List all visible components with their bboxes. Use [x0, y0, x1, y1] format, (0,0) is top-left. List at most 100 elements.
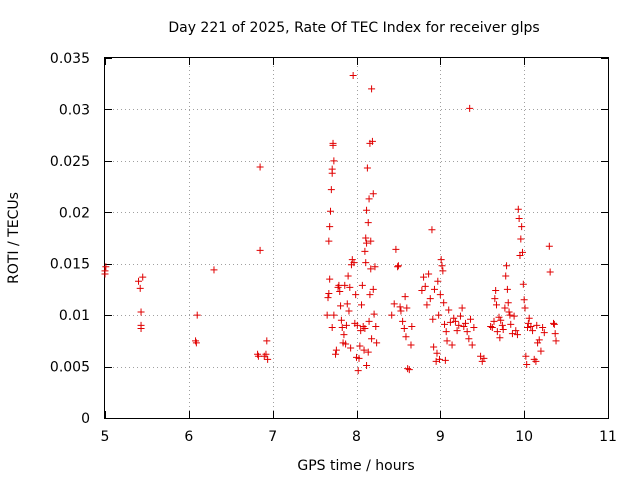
y-tick-label: 0.015 [50, 257, 90, 273]
data-point [532, 357, 540, 365]
data-point [524, 323, 532, 331]
data-point [539, 323, 547, 331]
data-point [455, 321, 463, 329]
data-point [262, 350, 270, 358]
data-point [349, 71, 357, 79]
data-point [137, 308, 145, 316]
data-point [465, 335, 473, 343]
data-point [342, 321, 350, 329]
data-point [263, 337, 271, 345]
data-point [327, 186, 335, 194]
data-point [353, 321, 361, 329]
data-point [463, 328, 471, 336]
data-point [503, 262, 511, 270]
data-point [519, 280, 527, 288]
data-point [369, 190, 377, 198]
data-point [434, 277, 442, 285]
y-tick-label: 0.03 [59, 102, 90, 118]
data-point [326, 223, 334, 231]
data-point [401, 293, 409, 301]
data-point [456, 312, 464, 320]
data-point [478, 357, 486, 365]
data-point [514, 205, 522, 213]
data-point [346, 283, 354, 291]
data-point [342, 340, 350, 348]
y-tick-label: 0.035 [50, 51, 90, 67]
data-points [101, 71, 560, 375]
data-point [341, 281, 349, 289]
data-point [367, 237, 375, 245]
data-point [362, 259, 370, 267]
data-point [345, 307, 353, 315]
data-point [436, 291, 444, 299]
data-point [394, 262, 402, 270]
data-point [136, 284, 144, 292]
data-point [502, 272, 510, 280]
data-point [441, 356, 449, 364]
data-point [336, 287, 344, 295]
data-point [466, 104, 474, 112]
x-tick-label: 7 [268, 429, 277, 445]
data-point [522, 352, 530, 360]
data-point [428, 226, 436, 234]
data-point [404, 365, 412, 373]
data-point [390, 300, 398, 308]
data-point [510, 312, 518, 320]
data-point [438, 262, 446, 270]
data-point [254, 352, 262, 360]
data-point [525, 314, 533, 322]
data-point [264, 355, 272, 363]
data-point [330, 157, 338, 165]
data-point [493, 301, 501, 309]
data-point [505, 308, 513, 316]
data-point [372, 322, 380, 330]
data-point [402, 333, 410, 341]
data-point [535, 336, 543, 344]
data-point [337, 302, 345, 310]
data-point [540, 329, 548, 337]
data-point [480, 354, 488, 362]
data-point [357, 327, 365, 335]
axis-ticks [105, 58, 609, 419]
data-point [400, 325, 408, 333]
data-point [324, 294, 332, 302]
data-point [442, 328, 450, 336]
data-point [337, 316, 345, 324]
y-tick-label: 0.02 [59, 205, 90, 221]
data-point [358, 281, 366, 289]
data-point [490, 317, 498, 325]
data-point [403, 304, 411, 312]
data-point [397, 307, 405, 315]
data-point [429, 315, 437, 323]
y-tick-label: 0 [81, 411, 90, 427]
data-point [435, 311, 443, 319]
y-axis-title: ROTI / TECUs [6, 192, 22, 284]
data-point [508, 330, 516, 338]
data-point [523, 361, 531, 369]
data-point [347, 344, 355, 352]
data-point [529, 327, 537, 335]
data-point [493, 328, 501, 336]
data-point [498, 321, 506, 329]
x-tick-label: 5 [101, 429, 110, 445]
data-point [365, 317, 373, 325]
data-point [467, 315, 475, 323]
data-point [453, 327, 461, 335]
data-point [332, 350, 340, 358]
data-point [518, 223, 526, 231]
data-point [461, 319, 469, 327]
data-point [343, 300, 351, 308]
data-point [441, 320, 449, 328]
data-point [332, 346, 340, 354]
data-point [210, 266, 218, 274]
data-point [533, 321, 541, 329]
data-point [487, 322, 495, 330]
data-point [496, 334, 504, 342]
data-point [137, 325, 145, 333]
data-point [363, 164, 371, 172]
data-point [326, 275, 334, 283]
data-point [499, 326, 507, 334]
data-point [354, 367, 362, 375]
data-point [192, 339, 200, 347]
